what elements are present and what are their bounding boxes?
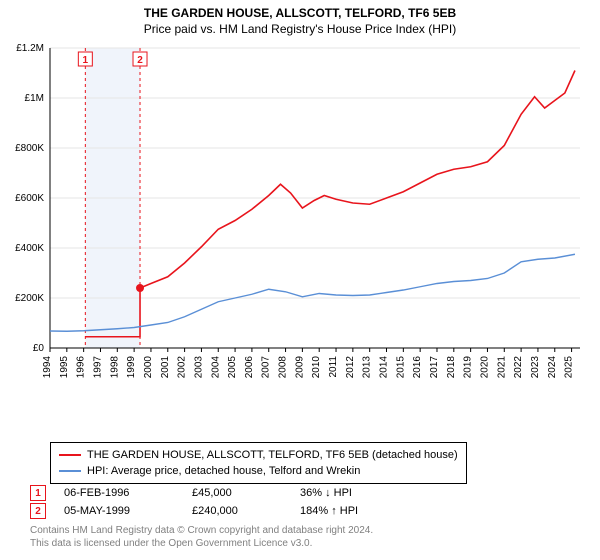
svg-text:2004: 2004 [210, 356, 221, 379]
svg-text:2: 2 [137, 55, 143, 66]
svg-text:2016: 2016 [412, 356, 423, 379]
svg-text:2020: 2020 [479, 356, 490, 379]
svg-text:2005: 2005 [227, 356, 238, 379]
svg-text:2022: 2022 [513, 356, 524, 379]
svg-text:2000: 2000 [143, 356, 154, 379]
sale-pct: 184% ↑ HPI [300, 505, 410, 517]
svg-text:£1M: £1M [25, 93, 44, 104]
table-row: 2 05-MAY-1999 £240,000 184% ↑ HPI [30, 502, 410, 520]
svg-text:2002: 2002 [177, 356, 188, 379]
svg-text:2012: 2012 [345, 356, 356, 379]
legend-label: HPI: Average price, detached house, Telf… [87, 463, 360, 479]
svg-text:2015: 2015 [395, 356, 406, 379]
svg-text:2007: 2007 [261, 356, 272, 379]
svg-text:2009: 2009 [294, 356, 305, 379]
svg-text:1997: 1997 [92, 356, 103, 379]
legend: THE GARDEN HOUSE, ALLSCOTT, TELFORD, TF6… [50, 442, 467, 484]
svg-text:2023: 2023 [530, 356, 541, 379]
svg-text:2019: 2019 [463, 356, 474, 379]
svg-text:1998: 1998 [109, 356, 120, 379]
svg-text:£1.2M: £1.2M [16, 43, 44, 54]
sale-date: 05-MAY-1999 [64, 505, 174, 517]
svg-text:1995: 1995 [59, 356, 70, 379]
sale-date: 06-FEB-1996 [64, 487, 174, 499]
sale-price: £45,000 [192, 487, 282, 499]
svg-text:1999: 1999 [126, 356, 137, 379]
sale-marker-icon: 2 [30, 503, 46, 519]
svg-text:£400K: £400K [15, 243, 44, 254]
svg-text:£800K: £800K [15, 143, 44, 154]
svg-text:£200K: £200K [15, 293, 44, 304]
svg-text:2021: 2021 [496, 356, 507, 379]
sales-table: 1 06-FEB-1996 £45,000 36% ↓ HPI 2 05-MAY… [30, 484, 410, 520]
sale-price: £240,000 [192, 505, 282, 517]
svg-text:2014: 2014 [379, 356, 390, 379]
legend-item: HPI: Average price, detached house, Telf… [59, 463, 458, 479]
legend-swatch [59, 454, 81, 456]
table-row: 1 06-FEB-1996 £45,000 36% ↓ HPI [30, 484, 410, 502]
svg-text:1996: 1996 [76, 356, 87, 379]
svg-text:1994: 1994 [42, 356, 53, 379]
svg-text:1: 1 [83, 55, 89, 66]
svg-text:2006: 2006 [244, 356, 255, 379]
svg-text:2011: 2011 [328, 356, 339, 378]
svg-text:2013: 2013 [362, 356, 373, 379]
svg-text:2024: 2024 [547, 356, 558, 379]
footer-line: This data is licensed under the Open Gov… [30, 537, 373, 550]
legend-item: THE GARDEN HOUSE, ALLSCOTT, TELFORD, TF6… [59, 447, 458, 463]
chart-title: THE GARDEN HOUSE, ALLSCOTT, TELFORD, TF6… [0, 0, 600, 20]
svg-text:2018: 2018 [446, 356, 457, 379]
legend-label: THE GARDEN HOUSE, ALLSCOTT, TELFORD, TF6… [87, 447, 458, 463]
svg-text:£600K: £600K [15, 193, 44, 204]
chart-subtitle: Price paid vs. HM Land Registry's House … [0, 20, 600, 40]
sale-pct: 36% ↓ HPI [300, 487, 410, 499]
chart-container: THE GARDEN HOUSE, ALLSCOTT, TELFORD, TF6… [0, 0, 600, 560]
svg-text:2017: 2017 [429, 356, 440, 379]
legend-swatch [59, 470, 81, 472]
chart-plot: £0£200K£400K£600K£800K£1M£1.2M1994199519… [50, 48, 580, 403]
footer-attribution: Contains HM Land Registry data © Crown c… [30, 524, 373, 550]
svg-text:2025: 2025 [564, 356, 575, 379]
svg-text:2008: 2008 [278, 356, 289, 379]
svg-text:2001: 2001 [160, 356, 171, 379]
footer-line: Contains HM Land Registry data © Crown c… [30, 524, 373, 537]
svg-text:2003: 2003 [193, 356, 204, 379]
svg-text:£0: £0 [33, 343, 45, 354]
svg-text:2010: 2010 [311, 356, 322, 379]
sale-marker-icon: 1 [30, 485, 46, 501]
line-chart-svg: £0£200K£400K£600K£800K£1M£1.2M1994199519… [50, 48, 580, 398]
